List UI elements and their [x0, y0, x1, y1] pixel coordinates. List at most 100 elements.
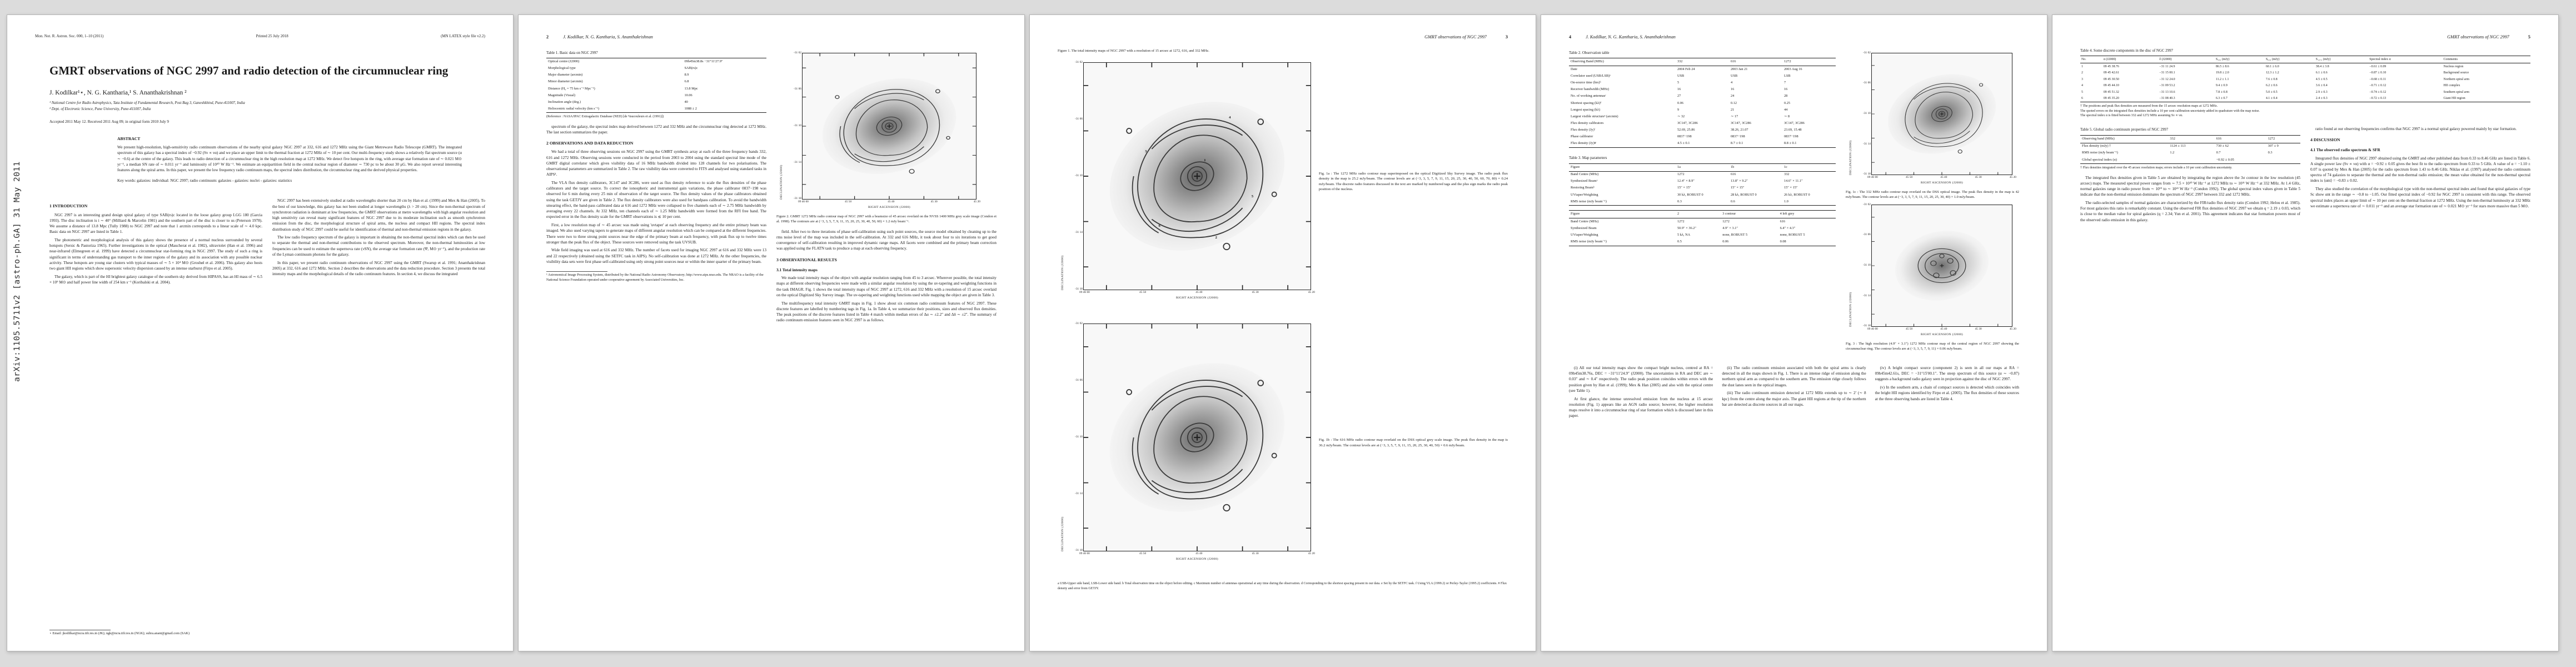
cell: HII complex — [2443, 84, 2460, 88]
cell: 15″ × 15″ — [1677, 186, 1691, 190]
cell: 0.06 — [1722, 240, 1729, 244]
column-header: Comments — [2442, 56, 2530, 63]
page2-column-right: DECLINATION (J2000) — [776, 49, 996, 326]
cell-label: Major diameter (arcmin) — [548, 73, 583, 77]
cell: 86.5 ± 8.6 — [2215, 64, 2229, 68]
y-tick-label: -31 02 — [794, 51, 801, 54]
x-tick-label: 45 50 — [1139, 552, 1147, 556]
cell: 3.6 ± 0.4 — [2315, 84, 2328, 88]
cell: 1.0 — [1784, 199, 1788, 203]
table-row: UVtaper/Weighting 30 kλ, ROBUST 0 28 kλ,… — [1569, 192, 1836, 198]
page4-bottom-columns: (i) All our total intensity maps show th… — [1569, 365, 2019, 421]
abstract-block: ABSTRACT We present high-resolution, hig… — [117, 136, 462, 183]
table2-caption: Table 2. Observation table — [1569, 51, 1610, 55]
table-row: Synthesized Beam 50.9″ × 36.2″ 4.9″ × 3.… — [1569, 225, 1836, 232]
cell: Synthesized Beam — [1571, 226, 1597, 230]
section-heading-introduction: 1 INTRODUCTION — [49, 203, 88, 209]
cell: 616 — [1780, 219, 1786, 223]
cell-value: 8.9 — [684, 73, 689, 77]
cell — [2266, 157, 2300, 164]
intro-column-right: NGC 2997 has been extensively studied at… — [272, 198, 485, 287]
cell: 27 — [1677, 94, 1681, 98]
cell: 16 — [1677, 87, 1681, 92]
cell: 13.8″ × 9.2″ — [1731, 179, 1748, 183]
observations-paragraphs: We had a total of three observing sessio… — [546, 149, 766, 265]
cell: Northern spiral arm — [2443, 77, 2469, 81]
x-tick-label: 45 50 — [845, 200, 852, 204]
cell-value: 40 — [684, 99, 688, 104]
cell: 0837−198 — [1731, 135, 1745, 139]
cell: Flux density (Jy)# — [1571, 141, 1596, 146]
axis-label-declination: DECLINATION (J2000) — [1061, 516, 1064, 551]
y-tick-label: -31 18 — [1075, 549, 1083, 552]
cell: 6 — [2081, 97, 2083, 101]
table-row: Date 2004 Feb 24 2003 Jan 21 2003 Aug 16 — [1569, 66, 1836, 73]
cell: Southern spiral arm — [2443, 90, 2469, 94]
cell: Global spectral index (α) — [2082, 157, 2117, 162]
subsection-heading-intensity-maps: 3.1 Total intensity maps — [776, 267, 818, 272]
page-2: 2 J. Kodilkar, N. G. Kantharia, S. Anant… — [518, 14, 1025, 651]
y-tick-label: -31 18 — [794, 197, 801, 201]
cell: Phase calibrator — [1571, 135, 1593, 139]
cell: 2.4 ± 0.3 — [2315, 97, 2328, 101]
axis-label-declination: DECLINATION (J2000) — [780, 165, 783, 200]
cell: 332 — [1784, 172, 1790, 177]
paragraph: The multifrequency total intensity GMRT … — [776, 301, 996, 323]
cell: 09 45 51.32 — [2103, 90, 2119, 94]
column-header: No. — [2080, 56, 2102, 63]
intro-column-left: 1 INTRODUCTION NGC 2997 is an interestin… — [49, 198, 262, 287]
cell: none, ROBUST 5 — [1722, 233, 1748, 237]
cell: 0837−198 — [1677, 135, 1692, 139]
cell: 16 — [1731, 87, 1735, 92]
results-paragraphs: We made total intensity maps of the obje… — [776, 275, 996, 323]
figure1c-contour-map: DECLINATION (J2000) — [1849, 51, 2019, 185]
table-row: Morphological type SAB(rs)c — [546, 66, 766, 72]
paragraph: (i) All our total intensity maps show th… — [1569, 366, 1713, 393]
y-tick-label: -31 02 — [1075, 60, 1083, 64]
running-header: GMRT observations of NGC 2997 5 — [2080, 34, 2530, 41]
x-tick-label: 45 30 — [1975, 176, 1982, 180]
journal-reference: Mon. Not. R. Astron. Soc. 000, 1–10 (201… — [35, 34, 104, 38]
running-title: GMRT observations of NGC 2997 — [1424, 34, 1487, 39]
cell-value: 09h45m38.8s −31°11′27.9″ — [684, 59, 723, 64]
x-tick-labels: 09 46 00 45 50 45 40 45 30 45 20 — [1079, 291, 1315, 294]
cell: 12.3 ± 1.2 — [2265, 71, 2279, 75]
cell: 28 — [1784, 94, 1788, 98]
x-tick-label: 45 20 — [1308, 552, 1315, 556]
x-tick-label: 09 46 00 — [798, 200, 809, 204]
paragraph: spectrum of the galaxy, the spectral ind… — [546, 124, 766, 135]
axis-label-right-ascension: RIGHT ASCENSION (J2000) — [1921, 332, 1963, 336]
cell: USB — [1731, 74, 1738, 78]
y-tick-label: -31 10 — [1863, 263, 1871, 267]
aips-footnote: ¹ Astronomical Image Processing System, … — [546, 271, 766, 283]
x-tick-label: 45 50 — [1139, 291, 1147, 295]
column-header: 616 — [1729, 58, 1782, 67]
cell: 1 — [2081, 64, 2083, 68]
table-row: Band Centre (MHz) 1272 1272 616 — [1569, 218, 1836, 226]
cell: −0.74 ± 0.12 — [2369, 90, 2386, 94]
y-tick-label: -31 14 — [1075, 231, 1083, 235]
y-tick-label: -31 10 — [1075, 435, 1083, 439]
cell: 4.5 ± 0.1 — [1677, 141, 1690, 146]
cell: 1124 ± 113 — [2170, 144, 2186, 148]
figure1b-side-caption: Fig. 1b : The 616 MHz radio contour map … — [1319, 438, 1508, 447]
y-tick-label: -31 06 — [794, 87, 801, 91]
page5-columns: Table 5. Global radio continuum properti… — [2080, 126, 2530, 225]
y-tick-labels: -31 02 -31 06 -31 10 -31 14 -31 18 — [1858, 203, 1871, 328]
cell: −0.61 ± 0.09 — [2369, 64, 2386, 68]
feature-marker: 6 — [1158, 224, 1160, 228]
cell: 4.9″ × 3.1″ — [1722, 226, 1738, 230]
running-header: Mon. Not. R. Astron. Soc. 000, 1–10 (201… — [35, 34, 485, 39]
cell: 16 — [1784, 87, 1788, 92]
cell: 44 — [1784, 107, 1788, 112]
cell: −0.72 ± 0.13 — [2369, 97, 2386, 101]
cell: 9 — [1677, 107, 1680, 112]
running-header: GMRT observations of NGC 2997 3 — [1058, 34, 1508, 41]
column-header: α (J2000) — [2102, 56, 2159, 63]
discussion-paragraphs: Integrated flux densities of NGC 2997 ob… — [2310, 156, 2530, 209]
cell: Shortest spacing (kλ)ᵈ — [1571, 101, 1602, 105]
table-row: RMS noise (mJy beam⁻¹) 1.2 0.7 0.3 — [2080, 150, 2300, 157]
figure3-caption: Fig. 3 : The high resolution (4.9″ × 3.1… — [1846, 341, 2019, 351]
cell: 1272 — [1677, 219, 1685, 223]
contour-map-graphic — [803, 53, 976, 199]
